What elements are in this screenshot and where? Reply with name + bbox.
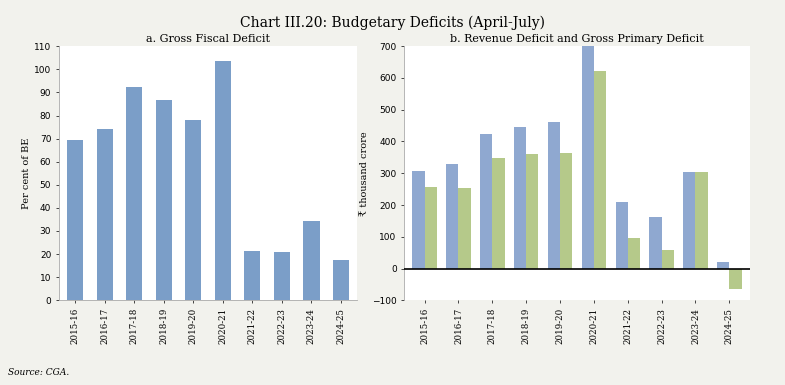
Bar	[729, 269, 742, 289]
Bar	[594, 71, 606, 269]
Bar	[683, 172, 696, 269]
Bar	[696, 172, 708, 269]
Bar	[185, 120, 202, 300]
Bar	[560, 152, 572, 269]
Bar	[425, 187, 436, 269]
Bar	[274, 252, 290, 300]
Bar	[628, 238, 640, 269]
Bar	[155, 100, 172, 300]
Title: b. Revenue Deficit and Gross Primary Deficit: b. Revenue Deficit and Gross Primary Def…	[450, 34, 704, 44]
Bar	[615, 202, 628, 269]
Bar	[662, 250, 674, 269]
Bar	[492, 158, 505, 269]
Bar	[333, 260, 349, 300]
Bar	[412, 171, 425, 269]
Bar	[526, 154, 539, 269]
Bar	[67, 140, 83, 300]
Text: Source: CGA.: Source: CGA.	[8, 368, 69, 377]
Bar	[514, 127, 526, 269]
Text: Chart III.20: Budgetary Deficits (April-July): Chart III.20: Budgetary Deficits (April-…	[240, 15, 545, 30]
Bar	[244, 251, 261, 300]
Bar	[446, 164, 458, 269]
Bar	[480, 134, 492, 269]
Bar	[97, 129, 113, 300]
Bar	[458, 188, 471, 269]
Bar	[582, 42, 594, 269]
Bar	[303, 221, 319, 300]
Bar	[649, 217, 662, 269]
Bar	[126, 87, 142, 300]
Bar	[214, 61, 231, 300]
Title: a. Gross Fiscal Deficit: a. Gross Fiscal Deficit	[146, 34, 270, 44]
Y-axis label: ₹ thousand crore: ₹ thousand crore	[360, 131, 369, 216]
Bar	[548, 122, 560, 269]
Y-axis label: Per cent of BE: Per cent of BE	[22, 137, 31, 209]
Bar	[717, 261, 729, 269]
